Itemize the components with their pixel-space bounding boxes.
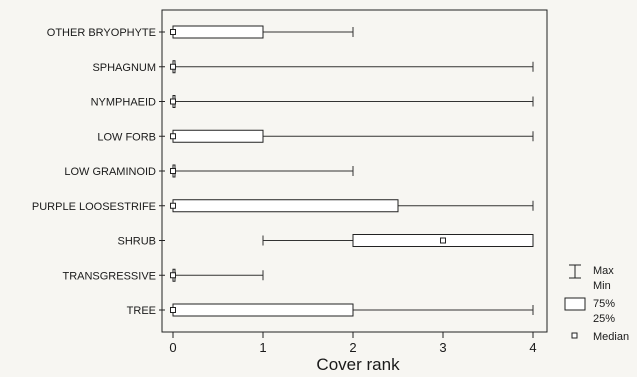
median-other-bryophyte: [170, 29, 176, 35]
legend-max-label: Max: [593, 265, 614, 277]
category-label-transgressive: TRANSGRESSIVE: [62, 270, 156, 282]
legend-min-label: Min: [593, 280, 611, 292]
boxes-layer: [170, 25, 534, 317]
x-tick-label-2: 2: [349, 340, 356, 355]
box-purple-loosestrife: [172, 199, 399, 213]
x-axis-ticks: 0 1 2 3 4: [169, 332, 537, 355]
x-axis-title: Cover rank: [316, 355, 400, 374]
legend-25-label: 25%: [593, 313, 615, 325]
category-label-nymphaeid: NYMPHAEID: [91, 97, 156, 109]
median-sphagnum: [170, 63, 176, 70]
category-label-low-graminoid: LOW GRAMINOID: [64, 166, 156, 178]
category-label-low-forb: LOW FORB: [97, 131, 156, 143]
x-tick-label-3: 3: [439, 340, 446, 355]
median-transgressive: [170, 272, 176, 279]
median-low-graminoid: [170, 168, 176, 174]
x-tick-label-1: 1: [259, 340, 266, 355]
category-label-purple-loosestrife: PURPLE LOOSESTRIFE: [32, 201, 156, 213]
box-other-bryophyte: [172, 25, 264, 39]
legend: Max Min 75% 25% Median: [564, 264, 629, 343]
legend-box-icon: [564, 297, 586, 311]
category-label-tree: TREE: [127, 305, 156, 317]
box-low-forb: [172, 129, 264, 143]
median-tree: [170, 307, 176, 313]
box-tree: [172, 303, 354, 317]
legend-median-icon: [571, 332, 578, 339]
median-low-forb: [170, 133, 176, 140]
x-tick-label-0: 0: [169, 340, 176, 355]
category-label-sphagnum: SPHAGNUM: [92, 62, 156, 74]
x-tick-label-4: 4: [529, 340, 536, 355]
median-shrub: [440, 237, 446, 244]
category-labels: OTHER BRYOPHYTE SPHAGNUM NYMPHAEID LOW FORB…: [32, 27, 165, 317]
legend-75-label: 75%: [593, 298, 615, 310]
category-label-other-bryophyte: OTHER BRYOPHYTE: [47, 27, 156, 39]
legend-median-label: Median: [593, 331, 629, 343]
median-nymphaeid: [170, 98, 176, 105]
median-purple-loosestrife: [170, 202, 176, 209]
category-label-shrub: SHRUB: [117, 236, 156, 248]
